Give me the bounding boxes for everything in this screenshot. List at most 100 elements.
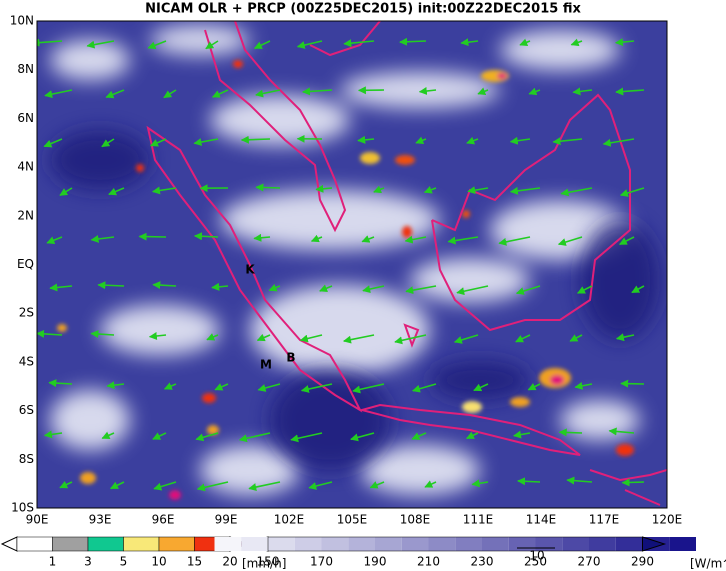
legend-swatch (268, 537, 295, 551)
wind-arrow (315, 184, 333, 193)
lon-label: 111E (463, 513, 494, 527)
wind-arrow (352, 383, 385, 394)
wind-arrow (268, 283, 281, 292)
lon-label: 117E (589, 513, 620, 527)
wind-arrow (373, 185, 385, 194)
wind-arrow (415, 136, 427, 145)
legend-swatch (294, 537, 322, 551)
wind-arrow (517, 477, 541, 486)
wind-arrow (460, 38, 479, 47)
wind-arrow (43, 138, 63, 148)
wind-arrow (106, 381, 125, 390)
wind-arrow (362, 285, 385, 293)
map-title: NICAM OLR + PRCP (00Z25DEC2015) init:00Z… (145, 2, 581, 17)
wind-arrow (44, 89, 73, 99)
wind-arrow (467, 186, 489, 195)
place-labels: K M B (245, 263, 295, 372)
legend-label: 1 (49, 555, 57, 569)
wind-arrow (418, 87, 437, 95)
map-frame (36, 20, 668, 509)
wind-arrow (560, 187, 593, 197)
lat-label: EQ (17, 257, 34, 271)
wind-arrow (343, 334, 375, 344)
wind-arrow (404, 235, 427, 244)
lat-label: 6S (19, 403, 34, 417)
wind-arrow (394, 334, 427, 345)
wind-arrow (620, 379, 645, 388)
legend-label: 270 (578, 555, 601, 569)
wind-arrow (255, 89, 281, 98)
wind-arrow (238, 432, 271, 443)
legend-label: 210 (417, 555, 440, 569)
wind-arrow (558, 428, 583, 437)
legend-arrow-left (0, 536, 18, 552)
wind-arrow (48, 379, 73, 388)
wind-arrow (477, 87, 489, 95)
legend-label: 150 (257, 555, 280, 569)
lat-label: 8S (19, 452, 34, 466)
legend-swatch (482, 537, 509, 551)
wind-arrow (290, 432, 323, 443)
legend-swatch (52, 536, 89, 552)
wind-arrow (153, 481, 177, 491)
wind-arrow (110, 481, 125, 490)
legend-label: 190 (364, 555, 387, 569)
legend-label: 170 (310, 555, 333, 569)
wind-arrow (631, 285, 645, 294)
lon-label: 108E (400, 513, 431, 527)
legend-swatch (16, 536, 53, 552)
wind-arrow (614, 38, 635, 47)
wind-arrow (369, 481, 385, 489)
lon-label: 105E (337, 513, 368, 527)
wind-arrow (513, 430, 531, 439)
wind-arrow (411, 432, 427, 440)
wind-arrow (423, 186, 437, 194)
wind-arrow (357, 135, 375, 144)
lat-label: 2S (19, 306, 34, 320)
wind-arrow (255, 183, 281, 192)
wind-arrow (206, 333, 219, 341)
wind-arrow (90, 330, 115, 339)
place-label: B (286, 351, 295, 365)
wind-arrow (566, 476, 593, 485)
color-legends: 1 3 5 10 15 20 [mm/h]150 170 190 210 230 250 270 290 [… (0, 536, 726, 571)
lon-label: 102E (274, 513, 305, 527)
legend-label: 20 (222, 555, 237, 569)
lon-label: 120E (652, 513, 683, 527)
legend-label: 15 (187, 555, 202, 569)
wind-arrow (43, 430, 63, 439)
wind-arrow (296, 40, 323, 49)
lon-label: 99E (215, 513, 238, 527)
wind-arrow (49, 283, 73, 292)
legend-swatch (214, 537, 242, 551)
wind-arrow (253, 233, 271, 242)
wind-arrow (361, 235, 375, 243)
legend-swatch (562, 537, 589, 551)
wind-arrow (618, 236, 635, 246)
wind-arrow (552, 137, 583, 146)
wind-arrow (621, 478, 645, 487)
wind-arrow (447, 236, 479, 245)
wind-vectors (37, 37, 645, 492)
place-label: M (260, 358, 272, 372)
legend-unit: [mm/h] (242, 557, 286, 571)
lon-label: 90E (26, 513, 49, 527)
wind-arrow (211, 282, 229, 291)
wind-arrow (195, 432, 219, 442)
wind-arrow (151, 186, 177, 195)
wind-arrow (163, 89, 177, 99)
legend-swatch (669, 537, 696, 551)
wind-arrow (509, 186, 541, 195)
lon-label: 114E (526, 513, 557, 527)
wind-arrow (466, 136, 479, 145)
wind-arrow (59, 187, 73, 197)
lat-label: 6N (17, 111, 34, 125)
coastlines (146, 21, 667, 506)
wind-arrow (608, 427, 635, 436)
wind-arrow (148, 332, 167, 340)
wind-arrow (46, 236, 63, 244)
legend-swatch (123, 536, 160, 552)
lat-label: 10S (11, 501, 34, 515)
legend-arrow-right (642, 536, 667, 552)
